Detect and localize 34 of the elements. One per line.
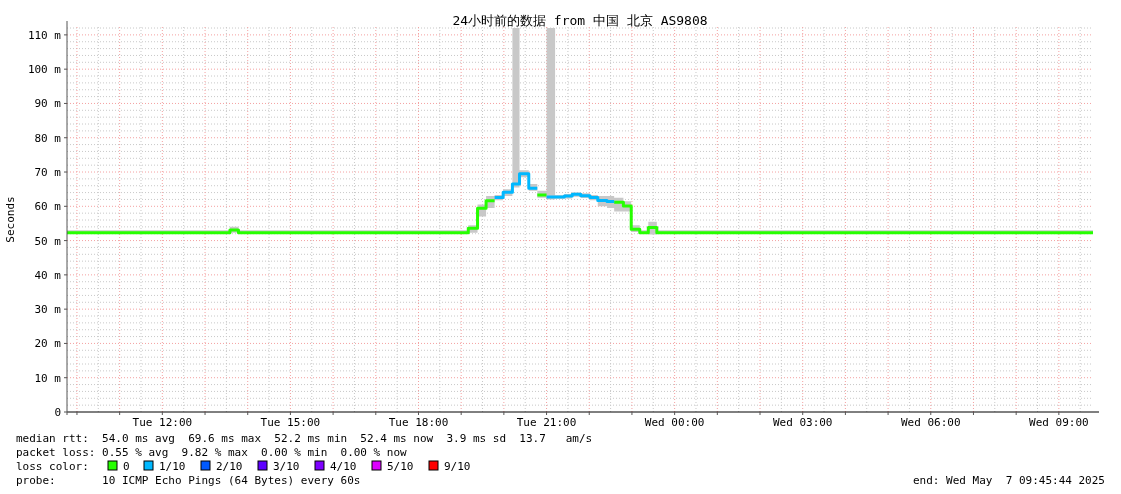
y-tick-label: 20 m bbox=[34, 337, 62, 351]
legend-label: 4/10 bbox=[330, 460, 357, 473]
legend-label: 2/10 bbox=[216, 460, 243, 473]
y-tick-label: 100 m bbox=[27, 63, 62, 77]
y-tick-label: 80 m bbox=[34, 131, 62, 145]
y-tick-label: 40 m bbox=[34, 268, 62, 282]
y-tick-label: 110 m bbox=[27, 28, 62, 42]
x-tick-label: Wed 09:00 bbox=[1029, 416, 1089, 429]
x-tick-label: Wed 06:00 bbox=[900, 416, 961, 429]
legend-label: 0 bbox=[123, 460, 130, 473]
y-tick-label: 90 m bbox=[34, 97, 62, 111]
text: median rtt: 54.0 ms avg 69.6 ms max 52.2 ms min 52.4 ms now 3.9 ms sd 13.7 am/s bbox=[16, 432, 593, 445]
x-tick-label: Tue 18:00 bbox=[388, 416, 449, 429]
y-tick-label: 50 m bbox=[34, 234, 62, 248]
y-tick-label: 30 m bbox=[34, 303, 62, 317]
x-tick-label: Wed 00:00 bbox=[644, 416, 705, 429]
x-tick-label: Wed 03:00 bbox=[772, 416, 833, 429]
y-tick-label: 70 m bbox=[34, 166, 62, 180]
x-tick-label: Tue 12:00 bbox=[132, 416, 193, 429]
text: end: Wed May 7 09:45:44 2025 bbox=[912, 474, 1105, 487]
y-axis-title: Seconds bbox=[4, 196, 17, 243]
legend-label: 1/10 bbox=[159, 460, 186, 473]
y-tick-label: 0 bbox=[54, 406, 61, 419]
x-tick-label: Tue 21:00 bbox=[516, 416, 577, 429]
chart-title: 24小时前的数据 from 中国 北京 AS9808 bbox=[452, 13, 708, 28]
legend-label: 3/10 bbox=[273, 460, 300, 473]
legend-label: 5/10 bbox=[387, 460, 414, 473]
x-tick-label: Tue 15:00 bbox=[260, 416, 321, 429]
text: packet loss: 0.55 % avg 9.82 % max 0.00 % min 0.00 % now bbox=[16, 446, 408, 459]
legend-title: loss color: bbox=[16, 460, 89, 473]
y-tick-label: 60 m bbox=[34, 200, 62, 214]
text: probe: 10 ICMP Echo Pings (64 Bytes) every 60s bbox=[16, 474, 361, 487]
legend-label: 9/10 bbox=[444, 460, 471, 473]
y-tick-label: 10 m bbox=[34, 371, 62, 385]
